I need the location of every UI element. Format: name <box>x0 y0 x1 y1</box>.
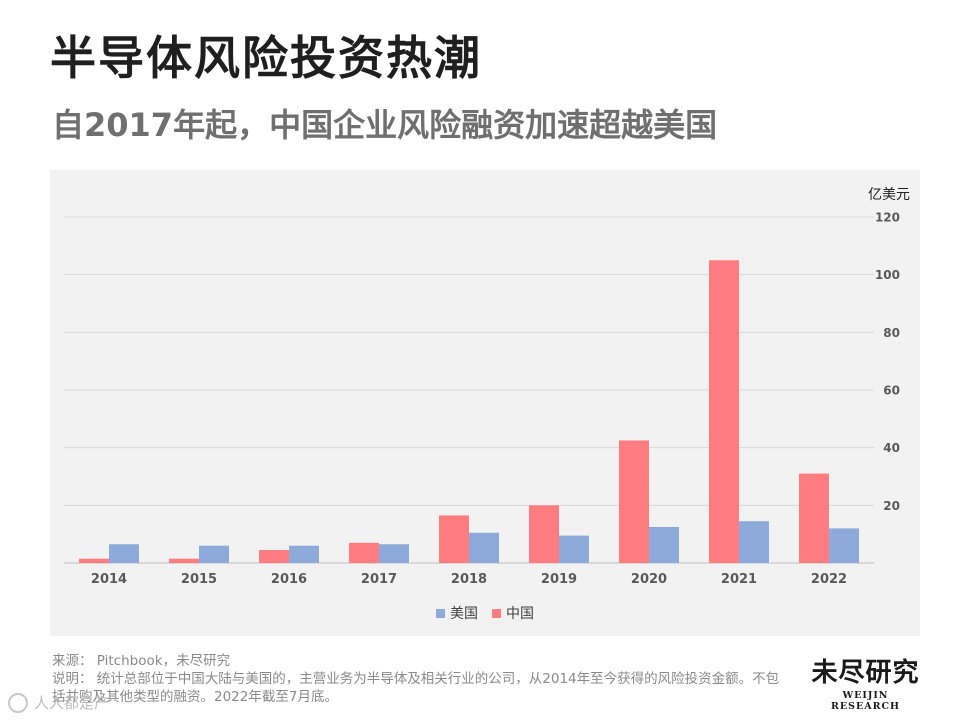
bar-us <box>109 544 139 563</box>
bar-us <box>559 535 589 563</box>
logo-name-cn: 未尽研究 <box>811 658 920 688</box>
x-tick-label: 2019 <box>541 572 577 587</box>
bar-chart: 20 40 60 80 100 120 2014 2015 2016 2017 2018 2019 20… <box>64 211 900 587</box>
bar-us <box>469 532 499 563</box>
legend-swatch <box>436 608 445 618</box>
chart-panel: 20 40 60 80 100 120 2014 2015 2016 2017 2018 2019 20… <box>50 170 920 636</box>
legend-label: 美国 <box>450 606 478 622</box>
bar-us <box>739 521 769 563</box>
x-tick-label: 2018 <box>451 572 487 587</box>
chart-legend: 美国 中国 <box>50 603 920 623</box>
bar-china <box>349 542 379 563</box>
watermark-text: 人人都是产 <box>34 694 110 712</box>
bar-us <box>289 545 319 563</box>
footer: 来源： Pitchbook，未尽研究 说明： 统计总部位于中国大陆与美国的，主营… <box>52 652 782 706</box>
bar-china <box>259 550 289 563</box>
x-tick-label: 2015 <box>181 572 217 587</box>
legend-swatch <box>492 608 501 618</box>
bar-us <box>649 526 679 563</box>
y-axis-unit-label: 亿美元 <box>868 187 910 203</box>
logo-name-en: WEIJIN RESEARCH <box>830 690 901 712</box>
bar-china <box>619 440 649 563</box>
bar-us <box>199 545 229 563</box>
weijin-research-logo: 未尽研究 WEIJIN RESEARCH <box>808 652 923 712</box>
legend-item: 美国 <box>436 603 478 623</box>
x-tick-label: 2014 <box>91 572 127 587</box>
y-tick-label: 20 <box>883 499 900 513</box>
source-note: 来源： Pitchbook，未尽研究 <box>52 653 231 669</box>
bar-china <box>799 473 829 563</box>
bar-china <box>169 558 199 563</box>
x-tick-label: 2022 <box>811 572 847 587</box>
bar-us <box>379 544 409 563</box>
y-tick-label: 120 <box>875 211 900 225</box>
bar-china <box>79 558 109 563</box>
x-tick-label: 2020 <box>631 572 667 587</box>
y-tick-label: 40 <box>883 441 900 455</box>
x-tick-label: 2016 <box>271 572 307 587</box>
explanation-note: 说明： 统计总部位于中国大陆与美国的，主营业务为半导体及相关行业的公司，从201… <box>52 671 780 705</box>
bar-china <box>439 515 469 563</box>
y-tick-label: 60 <box>883 384 900 398</box>
x-tick-label: 2017 <box>361 572 397 587</box>
legend-item: 中国 <box>492 603 534 623</box>
page-title: 半导体风险投资热潮 <box>50 31 482 85</box>
watermark: 人人都是产 <box>8 692 109 713</box>
x-tick-label: 2021 <box>721 572 757 587</box>
bar-us <box>829 528 859 563</box>
bar-china <box>529 505 559 563</box>
watermark-icon <box>8 692 28 713</box>
y-tick-label: 100 <box>875 268 900 282</box>
y-tick-label: 80 <box>883 326 900 340</box>
page-subtitle: 自2017年起，中国企业风险融资加速超越美国 <box>52 106 718 144</box>
legend-label: 中国 <box>506 606 534 622</box>
bar-china <box>709 260 739 563</box>
